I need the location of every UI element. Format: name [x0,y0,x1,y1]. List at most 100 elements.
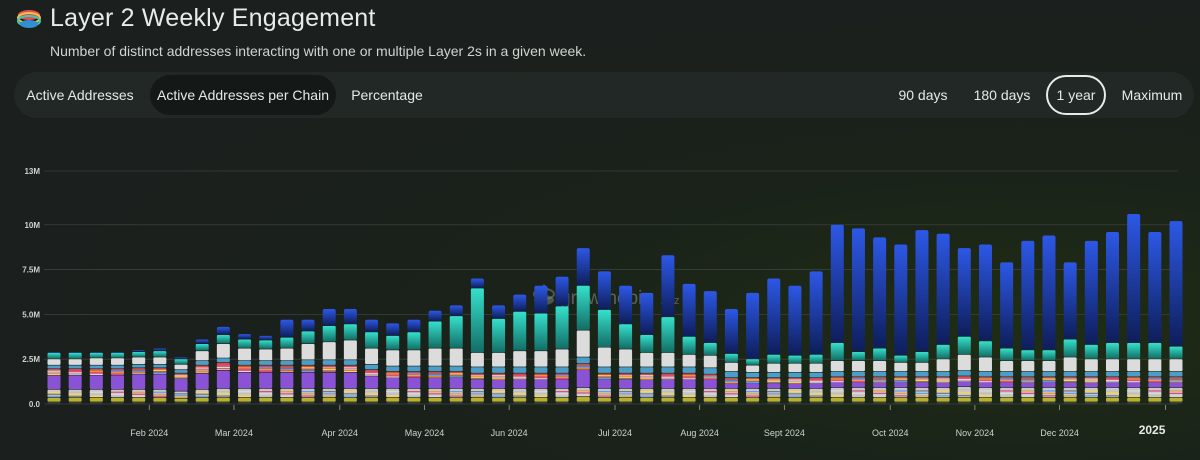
bar-segment [1021,240,1035,350]
bar-stack[interactable] [1148,231,1162,404]
bar-band [555,375,569,377]
bar-stack[interactable] [767,278,781,404]
bar-segment [576,402,590,404]
bar-stack[interactable] [89,352,103,404]
bar-stack[interactable] [47,352,61,404]
bar-band [1063,379,1077,382]
bar-stacks [47,214,1183,404]
bar-band [619,391,633,393]
bar-segment [153,357,167,364]
bar-stack[interactable] [576,248,590,404]
bar-stack[interactable] [132,350,146,404]
bar-stack[interactable] [1127,214,1141,404]
bar-stack[interactable] [365,319,379,404]
bar-stack[interactable] [851,228,865,404]
bar-stack[interactable] [492,305,506,404]
bar-band [238,370,252,373]
bar-band [703,393,717,395]
bar-stack[interactable] [68,352,82,404]
tab-active-addresses-per-chain[interactable]: Active Addresses per Chain [150,75,336,115]
bar-segment [534,402,548,404]
bar-segment [174,359,188,364]
bar-stack[interactable] [238,334,252,404]
bar-stack[interactable] [513,294,527,404]
bar-segment [216,358,230,363]
bar-stack[interactable] [386,323,400,404]
bar-band [132,391,146,393]
bar-segment [280,365,294,373]
bar-band [1042,392,1056,394]
bar-stack[interactable] [619,285,633,404]
bar-stack[interactable] [830,224,844,404]
bar-stack[interactable] [1105,231,1119,404]
bar-band [343,391,357,393]
bar-stack[interactable] [280,319,294,404]
bar-stack[interactable] [1021,240,1035,404]
bar-stack[interactable] [111,352,125,404]
range-180-days[interactable]: 180 days [973,87,1031,103]
bar-stack[interactable] [788,285,802,404]
bar-stack[interactable] [957,248,971,404]
bar-stack[interactable] [1042,235,1056,404]
bar-segment [894,244,908,356]
bar-stack[interactable] [873,237,887,404]
bar-stack[interactable] [555,276,569,404]
bar-segment [534,379,548,389]
bar-band [534,376,548,378]
bar-stack[interactable] [1000,262,1014,404]
bar-band [280,370,294,373]
bar-band [195,395,209,397]
bar-segment [957,248,971,337]
bar-stack[interactable] [1169,221,1183,404]
range-90-days[interactable]: 90 days [898,87,948,103]
bar-segment [534,351,548,367]
bar-stack[interactable] [597,271,611,404]
bar-stack[interactable] [301,319,315,404]
bar-stack[interactable] [534,285,548,404]
range-1-year[interactable]: 1 year [1046,75,1106,115]
bar-stack[interactable] [894,244,908,404]
bar-stack[interactable] [470,278,484,404]
tab-percentage[interactable]: Percentage [351,87,423,103]
bar-stack[interactable] [936,233,950,404]
bar-stack[interactable] [661,255,675,404]
bar-stack[interactable] [343,309,357,404]
bar-stack[interactable] [682,283,696,404]
bar-stack[interactable] [322,309,336,404]
bar-segment [407,388,421,398]
bar-stack[interactable] [640,292,654,404]
bar-stack[interactable] [153,348,167,404]
bar-segment [830,382,844,388]
bar-stack[interactable] [746,292,760,404]
bar-band [449,391,463,393]
bar-stack[interactable] [915,230,929,404]
bar-stack[interactable] [259,335,273,404]
bar-stack[interactable] [809,271,823,404]
bar-stack[interactable] [449,305,463,404]
bar-stack[interactable] [978,244,992,404]
bar-stack[interactable] [195,339,209,404]
bar-band [809,380,823,382]
bar-band [492,395,506,397]
tab-active-addresses[interactable]: Active Addresses [26,87,134,103]
bar-segment [89,352,103,353]
bar-segment [851,371,865,377]
bar-stack[interactable] [1063,262,1077,404]
bar-stack[interactable] [216,326,230,404]
bar-segment [111,365,125,369]
bar-stack[interactable] [1084,240,1098,404]
bar-segment [47,389,61,398]
bar-stack[interactable] [174,357,188,404]
bar-stack[interactable] [724,309,738,404]
bar-segment [492,379,506,389]
bar-stack[interactable] [407,319,421,404]
bar-stack[interactable] [703,291,717,404]
bar-segment [89,397,103,402]
bar-segment [343,397,357,402]
bar-segment [767,354,781,364]
bar-stack[interactable] [428,310,442,404]
bar-band [873,378,887,380]
bar-segment [386,397,400,402]
bar-band [724,395,738,397]
range-maximum[interactable]: Maximum [1121,87,1183,103]
